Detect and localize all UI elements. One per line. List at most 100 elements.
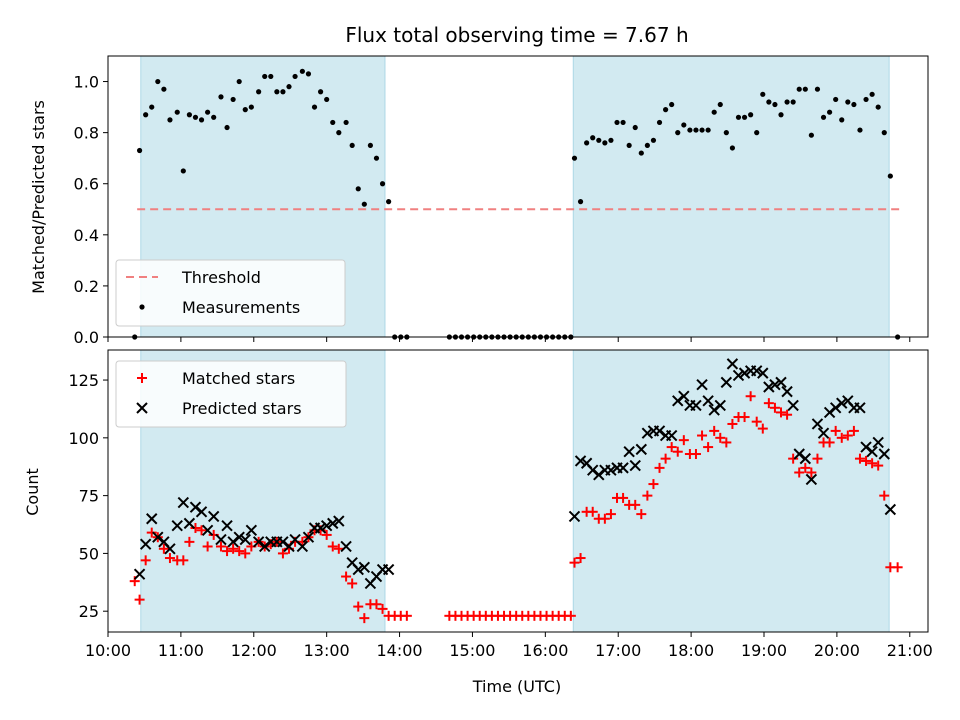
series-0-point-75 [626, 142, 632, 149]
series-0-point-83 [672, 446, 683, 457]
series-0-point-28 [305, 71, 312, 77]
series-0-point-76 [630, 499, 641, 510]
series-1-point-33 [340, 540, 352, 553]
x-axis-label: Time (UTC) [472, 677, 561, 696]
series-0-point-25 [286, 84, 292, 90]
series-1-point-55 [653, 425, 666, 437]
series-1-point-41-b [568, 510, 581, 523]
series-0-point-36 [355, 186, 361, 192]
observing-window-1 [573, 56, 890, 337]
series-0-point-41 [386, 199, 392, 205]
series-1-point-66-b [720, 376, 733, 389]
series-1-point-51 [629, 459, 641, 472]
series-1-point-82-b [817, 427, 830, 439]
series-1-point-1 [139, 538, 152, 550]
series-0-point-39 [373, 155, 380, 161]
plot-frame [107, 349, 929, 633]
x-tick-label-3: 13:00 [304, 641, 350, 660]
series-1-point-7-b [177, 496, 190, 509]
y-tick-label-2: 75 [79, 487, 99, 506]
series-1-point-4-b [158, 536, 170, 548]
series-1-point-65-b [714, 399, 726, 412]
series-1-point-10 [195, 506, 208, 518]
series-0-point-109 [830, 425, 841, 436]
series-1-point-15-b [227, 536, 239, 548]
series-0-point-5 [161, 86, 167, 92]
series-0-point-97 [760, 91, 766, 97]
x-tick-label-8: 18:00 [668, 641, 714, 660]
series-0-point-5 [158, 543, 169, 554]
series-0-point-74 [620, 119, 626, 126]
series-0-point-12 [205, 109, 211, 115]
series-1-point-73-b [763, 381, 775, 393]
series-1-point-57 [665, 429, 678, 442]
series-0-point-91 [723, 130, 729, 136]
series-0-point-69 [590, 135, 596, 141]
series-0-point-94 [739, 412, 750, 423]
legend-label-1: Predicted stars [182, 399, 302, 418]
series-1-point-11-b [201, 524, 214, 537]
series-0-point-17 [236, 78, 242, 85]
series-1-point-6 [171, 519, 183, 532]
series-0-point-72 [605, 509, 616, 520]
series-0-point-72 [608, 137, 614, 143]
observing-window-1 [573, 350, 890, 632]
series-0-point-69 [587, 506, 598, 517]
series-1-point-7 [177, 496, 190, 509]
series-0-point-11 [198, 117, 205, 123]
series-0-point-115 [869, 91, 875, 97]
series-1-point-92 [878, 448, 890, 460]
series-0-point-67 [575, 553, 586, 564]
series-0-point-32 [327, 541, 338, 552]
series-0-point-88 [705, 127, 711, 133]
series-1-point-50-b [623, 445, 635, 458]
series-1-point-75-b [775, 376, 787, 389]
series-0-point-7 [174, 109, 180, 115]
series-1-point-92-b [878, 448, 890, 460]
series-0-point-80 [656, 119, 663, 126]
series-0-point-102 [790, 99, 796, 105]
series-1-point-77 [787, 399, 799, 412]
series-0-point-96 [754, 130, 760, 136]
series-0-point-117 [881, 130, 887, 136]
series-0-point-84 [681, 122, 687, 128]
series-0-point-114 [863, 96, 869, 103]
series-0-point-12 [202, 541, 213, 552]
series-0-point-27 [299, 68, 305, 74]
series-0-point-73 [614, 119, 620, 126]
y-tick-label-3: 0.6 [74, 175, 99, 194]
series-1-point-57-b [665, 429, 678, 442]
series-1-point-62 [696, 378, 708, 391]
series-1-point-11 [201, 524, 214, 537]
series-1-point-0-b [133, 568, 146, 580]
series-0-point-92 [729, 145, 736, 151]
series-0-point-39 [371, 599, 382, 610]
series-0-point-16 [230, 96, 236, 103]
series-1-point-27 [302, 531, 315, 543]
series-0-point-6 [164, 553, 175, 564]
series-0-point-100 [778, 112, 784, 118]
series-0-point-33 [336, 130, 342, 136]
series-0-point-99 [772, 101, 778, 108]
series-1-point-19 [252, 536, 265, 548]
series-1-point-23-b [277, 536, 289, 548]
series-0-point-74 [618, 492, 629, 503]
series-1-point-68-b [732, 369, 745, 382]
series-0-point-68 [584, 140, 590, 146]
series-0-point-116 [875, 104, 881, 110]
legend-label-1: Measurements [182, 298, 300, 317]
series-1-point-69-b [738, 367, 751, 379]
series-0-point-29 [311, 104, 318, 110]
plot-frame [107, 55, 929, 338]
legend-swatch-0 [137, 373, 147, 383]
series-1-point-9 [189, 501, 202, 513]
series-0-point-86 [690, 449, 701, 460]
series-0-point-108 [824, 437, 835, 448]
series-0-point-33 [333, 543, 344, 554]
series-0-point-77 [636, 509, 647, 520]
series-0-point-20 [256, 89, 262, 95]
series-1-point-47 [605, 464, 617, 476]
series-0-point-17 [234, 546, 245, 557]
series-0-point-92 [727, 418, 738, 429]
series-0-point-112 [851, 101, 857, 108]
